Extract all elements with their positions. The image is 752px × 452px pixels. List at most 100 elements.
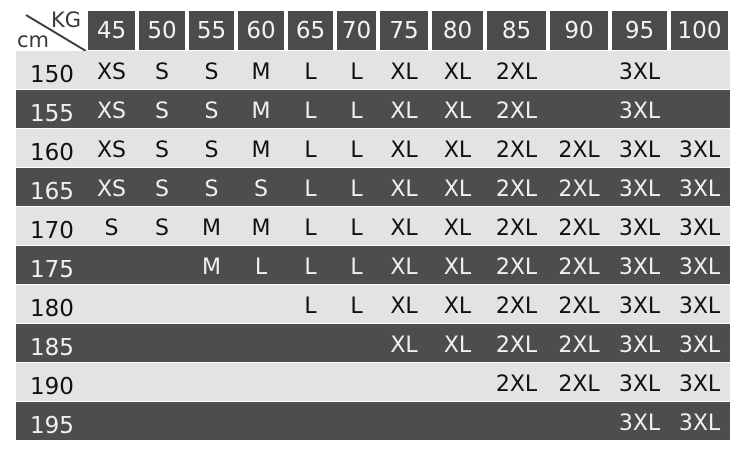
size-cell: 3XL <box>678 176 721 202</box>
size-cell: 2XL <box>495 59 538 85</box>
table-row: 190 2XL 2XL 3XL 3XL <box>16 363 730 401</box>
size-cell: M <box>202 254 221 280</box>
size-cell: XL <box>390 254 418 280</box>
size-cell: L <box>304 215 317 241</box>
size-cell: XL <box>390 332 418 358</box>
size-cell: 2XL <box>558 137 600 163</box>
size-cell: S <box>155 137 169 163</box>
weight-header-50: 50 <box>139 11 185 50</box>
table-row: 175 M L L L XL XL 2XL 2XL 3XL 3XL <box>16 246 730 284</box>
size-cell: 2XL <box>558 254 600 280</box>
size-cell: L <box>350 98 363 124</box>
size-cell: L <box>304 176 317 202</box>
weight-header-75: 75 <box>380 11 428 50</box>
size-cell: 2XL <box>495 332 538 358</box>
size-cell: M <box>251 137 271 163</box>
table-row: 165 XS S S S L L XL XL 2XL 2XL 3XL 3XL <box>16 168 730 206</box>
size-cell: 3XL <box>618 410 661 436</box>
height-label: 150 <box>30 62 74 88</box>
size-cell: 2XL <box>558 176 600 202</box>
size-cell: XL <box>390 176 418 202</box>
size-cell: M <box>251 215 271 241</box>
size-cell: XL <box>443 215 472 241</box>
table-row: 170 S S M M L L XL XL 2XL 2XL 3XL 3XL <box>16 207 730 245</box>
size-cell: 2XL <box>495 98 538 124</box>
size-cell: 2XL <box>495 137 538 163</box>
diagonal-divider <box>25 14 86 51</box>
height-label: 190 <box>30 374 74 400</box>
weight-header-100: 100 <box>671 11 728 50</box>
table-row: 150 XS S S M L L XL XL 2XL 3XL <box>16 51 730 89</box>
height-label: 165 <box>30 179 74 205</box>
size-cell: 2XL <box>495 293 538 319</box>
size-chart-table: KG cm 45 50 55 60 65 70 75 80 85 90 95 100 150 XS S S M… <box>16 8 730 441</box>
size-cell: 2XL <box>558 371 600 397</box>
size-cell: 3XL <box>678 371 721 397</box>
size-cell: L <box>350 59 363 85</box>
weight-header-85: 85 <box>487 11 546 50</box>
table-row: 195 3XL 3XL <box>16 402 730 440</box>
size-cell: L <box>304 254 317 280</box>
size-cell: S <box>104 215 119 241</box>
size-cell: 2XL <box>495 215 538 241</box>
size-cell: 2XL <box>495 254 538 280</box>
height-label: 155 <box>30 101 74 127</box>
size-cell: 3XL <box>618 176 661 202</box>
table-row: 160 XS S S M L L XL XL 2XL 2XL 3XL 3XL <box>16 129 730 167</box>
size-cell: 2XL <box>495 176 538 202</box>
size-cell: 2XL <box>558 332 600 358</box>
size-cell: XL <box>390 215 418 241</box>
height-label: 180 <box>30 296 74 322</box>
size-cell: XS <box>96 59 127 85</box>
size-cell: XL <box>443 137 472 163</box>
size-cell: XL <box>443 293 472 319</box>
table-row: 155 XS S S M L L XL XL 2XL 3XL <box>16 90 730 128</box>
size-cell: 3XL <box>618 332 661 358</box>
size-cell: XS <box>96 137 127 163</box>
size-cell: XS <box>96 98 127 124</box>
size-cell: XL <box>390 59 418 85</box>
size-cell: L <box>350 176 363 202</box>
size-cell: 3XL <box>618 137 661 163</box>
height-label: 170 <box>30 218 74 244</box>
weight-header-95: 95 <box>612 11 667 50</box>
size-cell: 3XL <box>618 98 661 124</box>
size-cell: 3XL <box>618 254 661 280</box>
weight-header-55: 55 <box>189 11 234 50</box>
size-cell: 3XL <box>678 137 721 163</box>
weight-header-80: 80 <box>432 11 483 50</box>
size-cell: XS <box>96 176 127 202</box>
size-cell: S <box>155 59 169 85</box>
height-label: 185 <box>30 335 74 361</box>
height-label: 160 <box>30 140 74 166</box>
kg-label: KG <box>51 8 82 32</box>
size-cell: 3XL <box>618 215 661 241</box>
size-cell: XL <box>443 176 472 202</box>
size-cell: S <box>204 176 219 202</box>
weight-header-45: 45 <box>88 11 135 50</box>
size-cell: L <box>304 137 317 163</box>
size-cell: M <box>202 215 221 241</box>
size-cell: S <box>254 176 268 202</box>
size-cell: L <box>304 98 317 124</box>
cm-label: cm <box>17 28 50 52</box>
size-cell: 3XL <box>618 293 661 319</box>
size-cell: S <box>155 98 169 124</box>
size-cell: L <box>254 254 268 280</box>
size-cell: 2XL <box>558 215 600 241</box>
header-row: KG cm 45 50 55 60 65 70 75 80 85 90 95 100 <box>16 8 730 52</box>
size-cell: M <box>251 59 271 85</box>
size-cell: XL <box>390 137 418 163</box>
table-row: 185 XL XL 2XL 2XL 3XL 3XL <box>16 324 730 362</box>
size-cell: L <box>350 137 363 163</box>
weight-header-60: 60 <box>238 11 284 50</box>
size-cell: S <box>204 137 219 163</box>
table-row: 180 L L XL XL 2XL 2XL 3XL 3XL <box>16 285 730 323</box>
size-cell: 3XL <box>678 293 721 319</box>
size-cell: 2XL <box>558 293 600 319</box>
weight-header-90: 90 <box>550 11 608 50</box>
size-cell: S <box>155 176 169 202</box>
size-cell: XL <box>390 293 418 319</box>
size-cell: 3XL <box>618 59 661 85</box>
size-cell: 3XL <box>678 254 721 280</box>
